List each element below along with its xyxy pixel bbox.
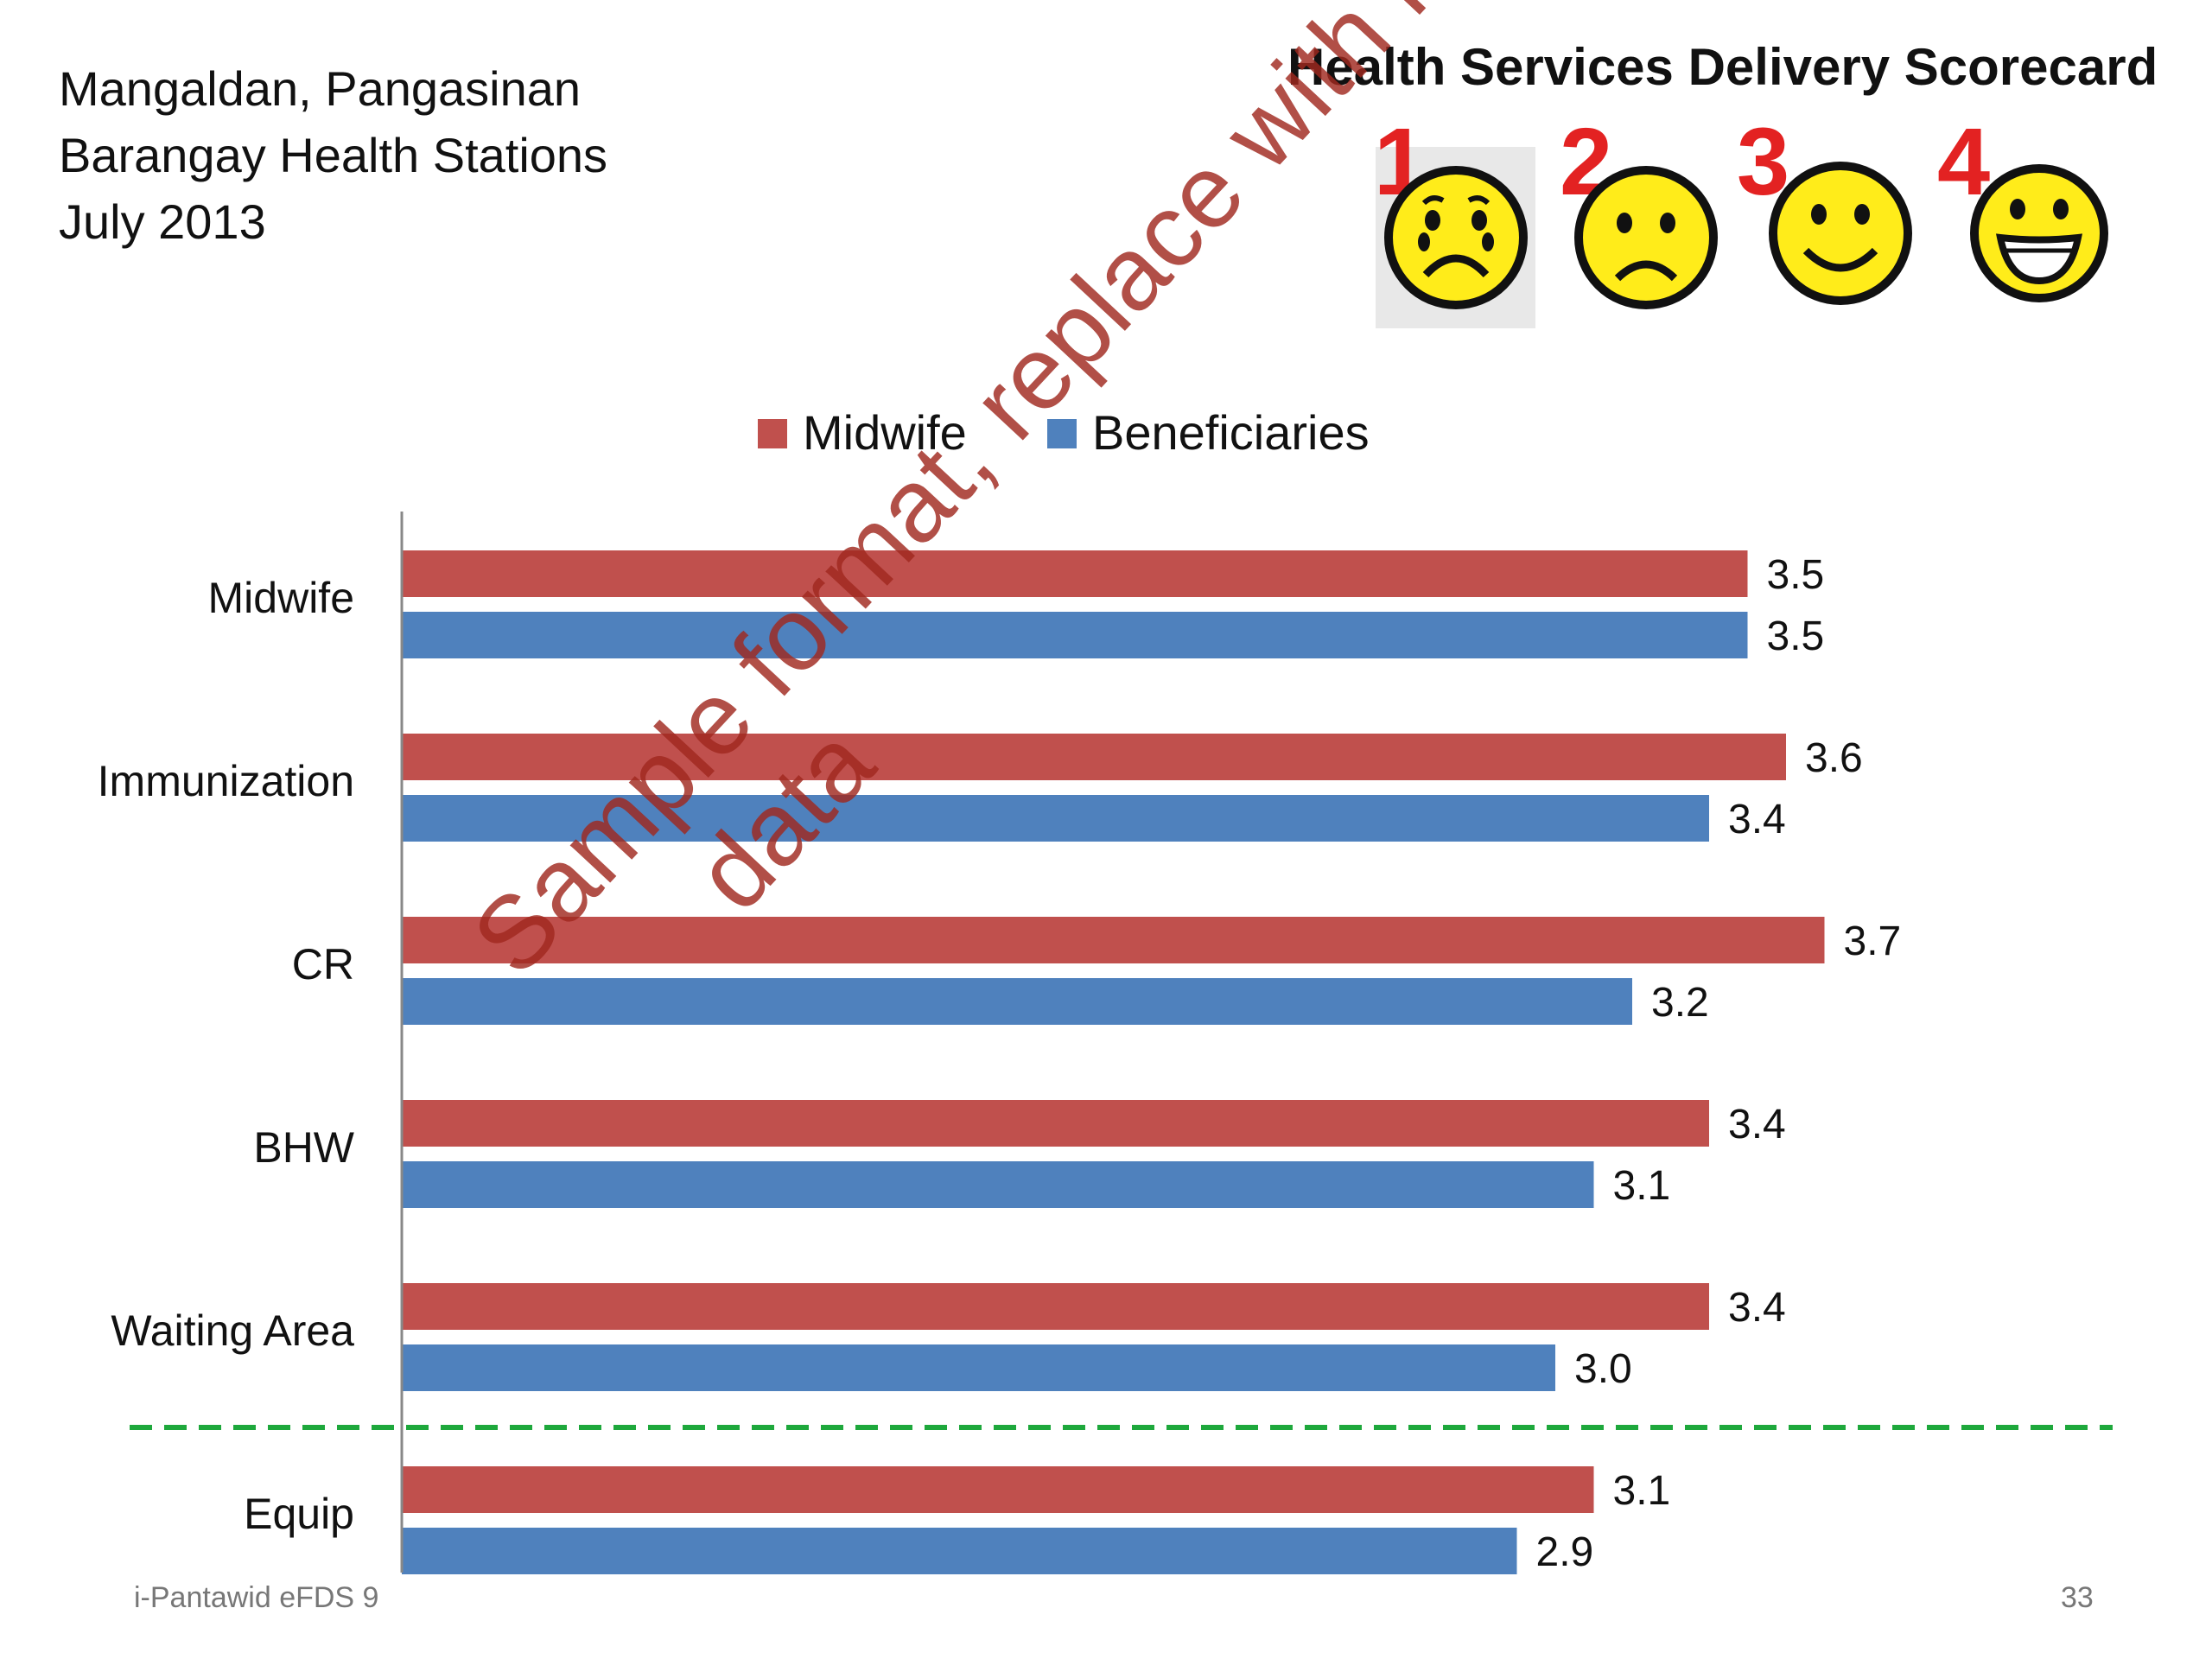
category-label-equip: Equip (244, 1490, 354, 1538)
category-label-waiting-area: Waiting Area (111, 1306, 354, 1355)
category-axis-labels: Midwife Immunization CR BHW Waiting Area Equi… (98, 574, 355, 1538)
date-title: July 2013 (59, 194, 266, 249)
value-label-midwife-cr: 3.7 (1844, 918, 1902, 964)
bar-midwife-waiting-area (402, 1283, 1709, 1330)
bar-beneficiaries-waiting-area (402, 1344, 1555, 1391)
value-label-midwife-equip: 3.1 (1613, 1468, 1671, 1514)
scorecard-title: Health Services Delivery Scorecard (1287, 38, 2158, 96)
value-label-beneficiaries-equip: 2.9 (1536, 1529, 1594, 1575)
bar-midwife-immunization (402, 734, 1786, 780)
value-label-midwife-midwife: 3.5 (1767, 552, 1825, 598)
facility-title: Barangay Health Stations (59, 128, 608, 182)
location-title: Mangaldan, Pangasinan (59, 61, 582, 116)
value-label-beneficiaries-cr: 3.2 (1651, 980, 1709, 1026)
smiling-face-icon (1769, 162, 1912, 305)
bar-beneficiaries-midwife (402, 612, 1748, 658)
category-label-immunization: Immunization (98, 757, 354, 805)
bars (402, 550, 1825, 1574)
slide-number: 33 (2061, 1581, 2094, 1614)
legend-label-beneficiaries: Beneficiaries (1092, 405, 1370, 460)
value-label-midwife-waiting-area: 3.4 (1728, 1285, 1786, 1331)
rating-level-1: 1 (1374, 112, 1535, 328)
legend-swatch-beneficiaries (1047, 419, 1077, 448)
footer-source: i-Pantawid eFDS 9 (134, 1581, 379, 1614)
rating-scale: 1 2 3 (1374, 112, 2108, 328)
value-label-beneficiaries-bhw: 3.1 (1613, 1163, 1671, 1209)
bar-beneficiaries-equip (402, 1528, 1517, 1574)
bar-midwife-equip (402, 1466, 1594, 1513)
legend-swatch-midwife (758, 419, 787, 448)
value-labels: 3.5 3.5 3.6 3.4 3.7 3.2 3.4 3.1 3.4 3.0 3.1 2.9 (1536, 552, 1902, 1575)
rating-level-3: 3 (1737, 112, 1912, 305)
legend-label-midwife: Midwife (803, 405, 967, 460)
rating-level-2: 2 (1560, 112, 1718, 309)
value-label-beneficiaries-midwife: 3.5 (1767, 613, 1825, 659)
sad-face-icon (1574, 166, 1718, 309)
category-label-midwife: Midwife (208, 574, 354, 622)
category-label-bhw: BHW (253, 1123, 354, 1172)
grinning-face-icon (1970, 164, 2108, 302)
value-label-midwife-immunization: 3.6 (1805, 735, 1863, 781)
value-label-beneficiaries-waiting-area: 3.0 (1574, 1346, 1632, 1392)
bar-midwife-bhw (402, 1100, 1709, 1147)
category-label-cr: CR (292, 940, 354, 988)
bar-midwife-cr (402, 917, 1825, 963)
bar-beneficiaries-bhw (402, 1161, 1594, 1208)
crying-face-icon (1384, 166, 1528, 309)
legend: Midwife Beneficiaries (758, 405, 1370, 460)
bar-beneficiaries-cr (402, 978, 1632, 1025)
rating-level-4: 4 (1937, 112, 2108, 302)
value-label-beneficiaries-immunization: 3.4 (1728, 797, 1786, 842)
bar-beneficiaries-immunization (402, 795, 1709, 842)
value-label-midwife-bhw: 3.4 (1728, 1102, 1786, 1147)
bar-midwife-midwife (402, 550, 1748, 597)
